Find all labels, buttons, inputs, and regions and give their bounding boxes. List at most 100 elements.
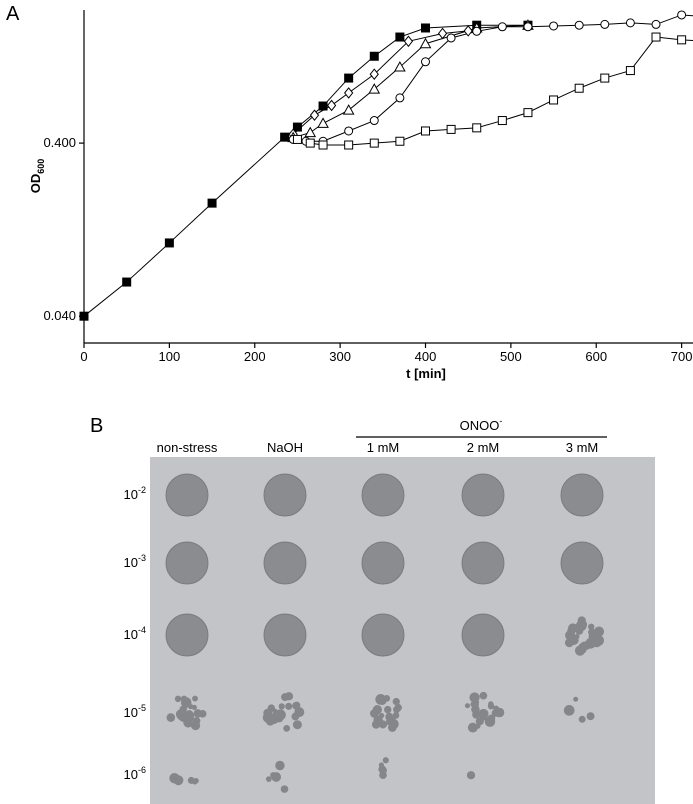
colony — [192, 778, 198, 785]
marker — [497, 116, 507, 126]
marker — [625, 66, 635, 76]
row-label: 10-4 — [124, 625, 146, 642]
row-label-exp: -4 — [138, 625, 146, 635]
colony — [292, 701, 301, 710]
colony — [469, 692, 480, 703]
marker — [292, 134, 302, 144]
marker — [368, 83, 381, 94]
marker — [574, 83, 584, 93]
colony — [479, 691, 488, 700]
colony — [198, 709, 207, 718]
marker — [369, 51, 379, 61]
colony — [378, 762, 384, 768]
colony — [382, 757, 389, 764]
series-line — [83, 24, 528, 317]
colony — [174, 695, 182, 703]
colony-spot — [560, 473, 604, 517]
colony — [378, 695, 387, 705]
colony-spot — [461, 473, 505, 517]
marker — [419, 37, 432, 49]
row-label-base: 10 — [124, 767, 138, 782]
marker — [369, 116, 379, 126]
marker — [395, 32, 405, 42]
colony-spot — [263, 541, 307, 585]
colony — [487, 714, 496, 723]
row-label: 10-6 — [124, 765, 146, 782]
marker — [497, 22, 507, 32]
marker — [472, 123, 482, 133]
marker — [344, 140, 354, 150]
marker — [651, 19, 661, 29]
colony — [593, 640, 601, 647]
marker — [318, 140, 328, 150]
marker — [305, 138, 315, 148]
colony — [372, 705, 383, 715]
x-tick-label: 300 — [329, 349, 351, 364]
x-axis-label: t [min] — [406, 366, 446, 381]
marker — [574, 20, 584, 30]
colony — [588, 632, 596, 641]
marker — [437, 27, 448, 40]
marker — [600, 19, 610, 29]
marker — [625, 18, 635, 28]
row-label-base: 10 — [124, 627, 138, 642]
colony — [192, 695, 198, 702]
colony — [478, 708, 489, 719]
colony — [265, 776, 272, 782]
y-tick-label: 0.040 — [43, 308, 76, 323]
marker — [651, 32, 661, 42]
group-label: ONOO- — [460, 416, 503, 433]
marker — [549, 21, 559, 31]
marker — [549, 95, 559, 105]
colony-spot — [461, 613, 505, 657]
row-label-exp: -6 — [138, 765, 146, 775]
marker — [344, 73, 354, 83]
colony — [285, 702, 293, 710]
colony — [567, 635, 574, 642]
colony-spot — [165, 541, 209, 585]
column-label: non-stress — [157, 440, 218, 455]
marker — [395, 93, 405, 103]
colony — [475, 723, 481, 729]
marker — [369, 68, 379, 81]
colony — [588, 623, 595, 630]
column-label: 3 mM — [566, 440, 599, 455]
colony — [272, 708, 278, 714]
colony — [275, 760, 285, 771]
marker — [677, 10, 687, 20]
marker — [394, 61, 406, 72]
marker — [207, 198, 217, 208]
marker — [523, 108, 533, 118]
colony — [169, 773, 180, 784]
colony — [384, 705, 392, 714]
x-tick-label: 500 — [500, 349, 522, 364]
colony — [266, 717, 275, 726]
colony-spot — [560, 541, 604, 585]
colony — [166, 713, 176, 722]
series-line — [297, 36, 693, 146]
colony — [578, 715, 586, 723]
marker — [421, 57, 430, 67]
colony — [283, 724, 291, 732]
marker — [446, 124, 456, 134]
colony-spot — [461, 541, 505, 585]
marker — [344, 87, 354, 99]
x-tick-label: 0 — [80, 349, 87, 364]
marker — [600, 73, 610, 83]
x-tick-label: 100 — [159, 349, 181, 364]
colony — [472, 701, 479, 709]
marker — [421, 126, 430, 136]
marker — [677, 35, 687, 45]
colony — [192, 717, 201, 725]
column-label: NaOH — [267, 440, 303, 455]
colony — [180, 695, 188, 703]
colony — [392, 697, 400, 706]
row-label: 10-2 — [124, 485, 146, 502]
colony — [393, 706, 401, 714]
marker — [463, 25, 473, 37]
colony-spot — [361, 613, 405, 657]
marker — [164, 238, 174, 248]
colony — [475, 717, 484, 726]
colony — [280, 785, 289, 793]
